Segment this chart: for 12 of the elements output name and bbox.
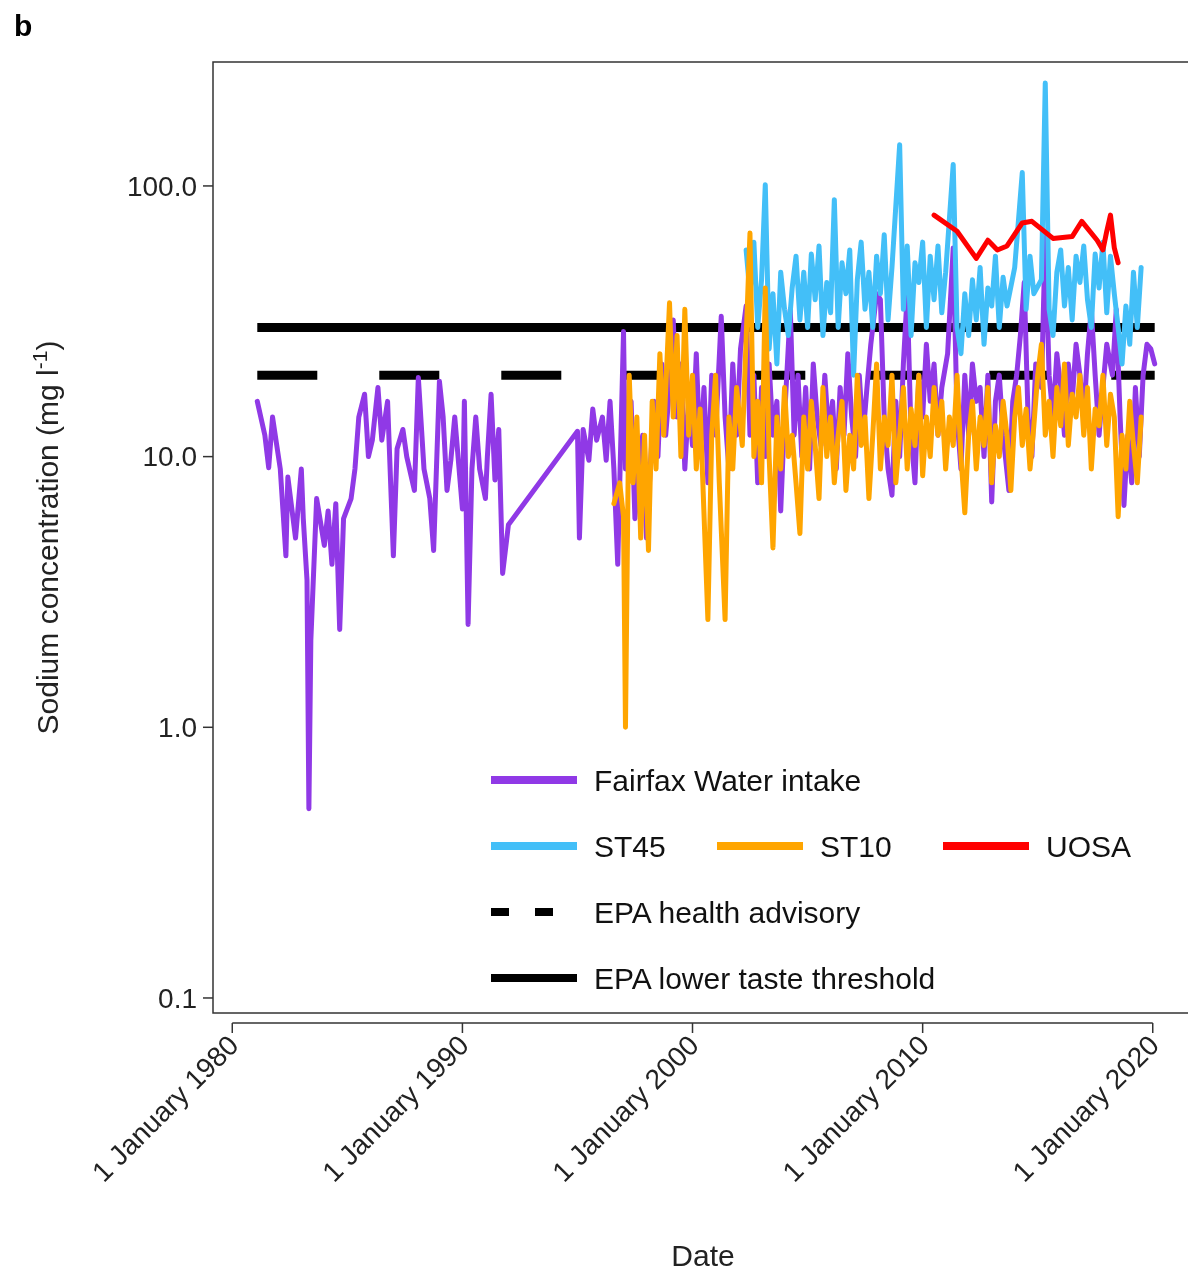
legend-label: ST10 <box>820 829 892 863</box>
chart-title: b <box>14 9 33 42</box>
legend-label: UOSA <box>1046 829 1132 863</box>
y-tick-label: 0.1 <box>158 982 197 1014</box>
legend-label: Fairfax Water intake <box>594 763 862 797</box>
y-tick-label: 1.0 <box>158 712 197 744</box>
legend-label: ST45 <box>594 829 666 863</box>
y-tick-label: 10.0 <box>142 441 197 473</box>
legend-label: EPA lower taste threshold <box>594 961 936 995</box>
y-tick-label: 100.0 <box>126 170 197 202</box>
x-axis-title: Date <box>671 1239 735 1272</box>
legend-label: EPA health advisory <box>594 895 861 929</box>
